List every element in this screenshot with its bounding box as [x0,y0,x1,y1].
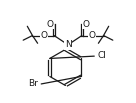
Text: Cl: Cl [97,51,106,60]
Text: O: O [47,20,54,29]
Text: N: N [65,40,71,49]
Text: Br: Br [28,79,38,88]
Text: O: O [82,20,89,29]
Text: O: O [40,31,47,40]
Text: O: O [89,31,96,40]
